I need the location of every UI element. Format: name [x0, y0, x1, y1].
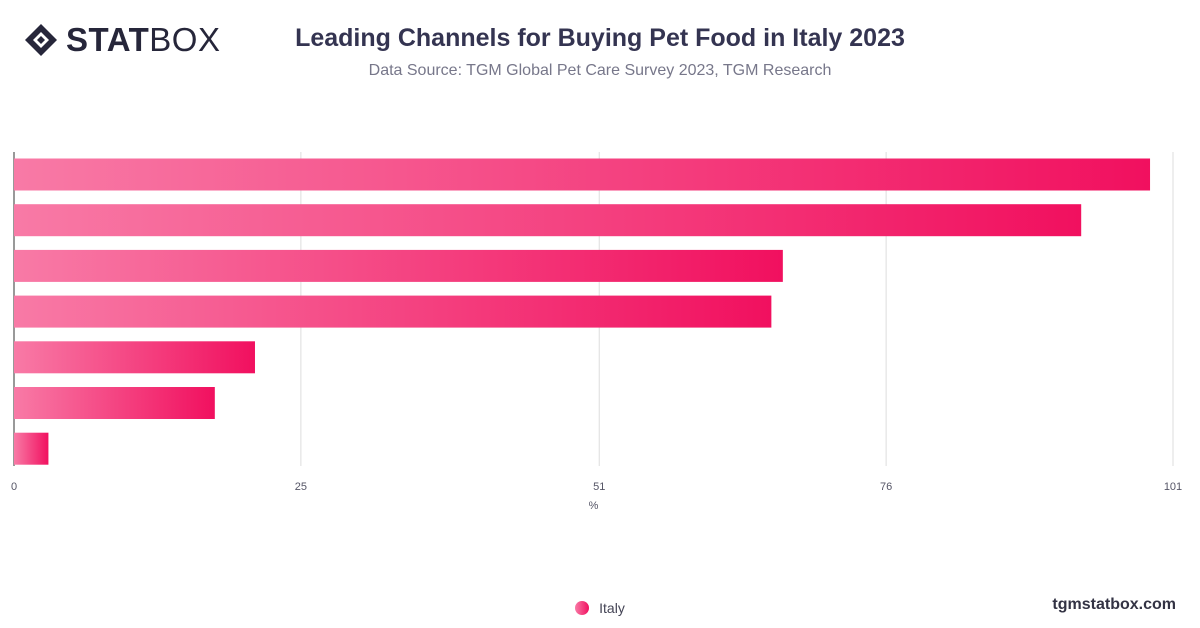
x-tick-label: 101: [1164, 481, 1182, 493]
x-tick-label: 25: [295, 481, 307, 493]
statbox-logo[interactable]: STATBOX: [24, 22, 220, 58]
chart-legend[interactable]: Italy: [0, 600, 1200, 616]
legend-marker: [575, 601, 590, 615]
footer-website[interactable]: tgmstatbox.com: [1052, 596, 1176, 613]
bar: [14, 249, 783, 282]
bar: [14, 158, 1151, 191]
logo-bold-text: STAT: [66, 21, 150, 58]
bar: [14, 295, 772, 328]
statbox-logo-icon: [25, 24, 57, 56]
bar: [14, 204, 1082, 237]
x-tick-label: 51: [593, 481, 605, 493]
logo-wordmark: STATBOX: [66, 22, 220, 58]
x-tick-label: 0: [11, 481, 17, 493]
logo-light-text: BOX: [149, 21, 221, 58]
bar: [14, 341, 255, 374]
x-tick-label: 76: [880, 481, 892, 493]
bar: [14, 387, 215, 419]
chart-subtitle: Data Source: TGM Global Pet Care Survey …: [368, 62, 832, 79]
bar: [14, 432, 49, 465]
bar-chart: 0 25 51 76 101%: [11, 152, 1182, 512]
legend-label: Italy: [599, 600, 625, 616]
x-axis-label: %: [589, 500, 599, 512]
chart-title: Leading Channels for Buying Pet Food in …: [295, 24, 905, 52]
